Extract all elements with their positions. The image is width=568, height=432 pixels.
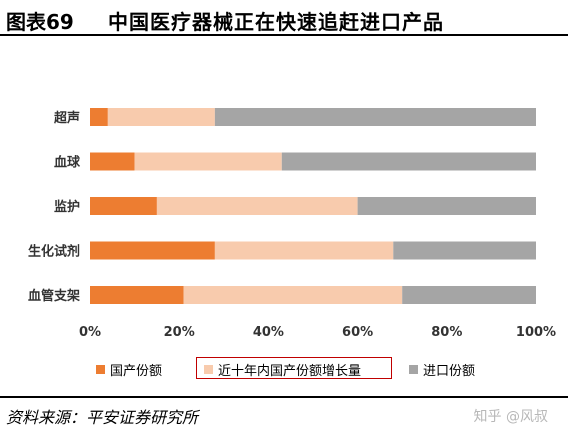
x-tick-label: 0%: [79, 325, 101, 340]
legend-swatch: [96, 364, 105, 374]
category-label: 血球: [54, 155, 81, 171]
bar-segment: [107, 108, 215, 126]
bar-segment: [90, 108, 108, 126]
bar-segment: [90, 286, 184, 304]
legend-item: 国产份额: [96, 360, 163, 379]
legend-highlight-box: [196, 357, 392, 379]
x-tick-label: 100%: [516, 325, 556, 340]
legend-swatch: [409, 364, 418, 374]
bars-group: [90, 108, 536, 304]
watermark: 知乎 @风叔: [473, 409, 548, 425]
bar-segment: [214, 108, 536, 126]
bar-segment: [156, 197, 358, 215]
legend-label: 国产份额: [110, 363, 163, 379]
category-label: 监护: [54, 199, 80, 215]
legend-item: 进口份额: [409, 360, 476, 379]
x-tick-label: 20%: [164, 325, 195, 340]
bar-segment: [90, 241, 215, 260]
x-tick-label: 40%: [253, 325, 284, 340]
legend-label: 近十年内国产份额增长量: [218, 363, 362, 379]
figure-label: 图表69: [6, 10, 74, 34]
bar-segment: [281, 152, 536, 171]
category-label: 超声: [54, 110, 80, 126]
chart-title: 中国医疗器械正在快速追赶进口产品: [108, 10, 444, 34]
legend-swatch: [204, 364, 213, 374]
figure-header: 图表69 中国医疗器械正在快速追赶进口产品: [0, 0, 568, 36]
bar-segment: [393, 241, 536, 260]
x-tick-label: 80%: [431, 325, 462, 340]
figure-footer: 资料来源：平安证券研究所 知乎 @风叔: [0, 396, 568, 432]
legend-label: 进口份额: [423, 363, 476, 379]
legend: 国产份额 近十年内国产份额增长量 进口份额: [0, 356, 568, 382]
bar-segment: [90, 152, 135, 171]
source-note: 资料来源：平安证券研究所: [6, 408, 199, 427]
category-label: 血管支架: [28, 288, 80, 304]
bar-segment: [183, 286, 403, 304]
bar-segment: [402, 286, 536, 304]
category-label: 生化试剂: [28, 244, 80, 260]
x-tick-labels: 0% 20% 40% 60% 80% 100%: [79, 325, 556, 340]
x-tick-label: 60%: [342, 325, 373, 340]
bar-segment: [357, 197, 536, 215]
legend-item: 近十年内国产份额增长量: [204, 360, 362, 379]
bar-segment: [214, 241, 394, 260]
bar-segment: [90, 197, 157, 215]
bar-segment: [134, 152, 282, 171]
